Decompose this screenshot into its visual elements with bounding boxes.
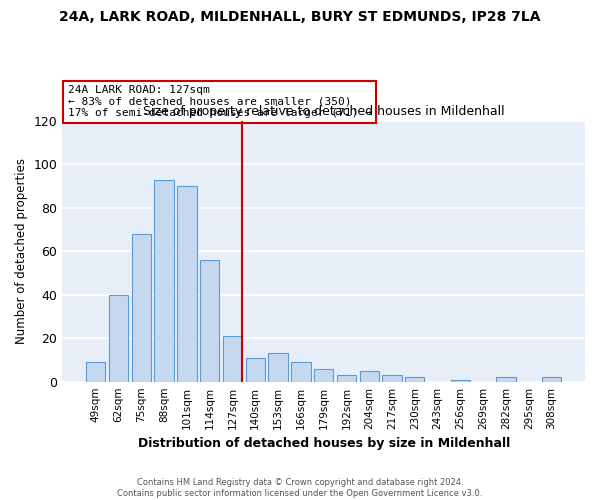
Bar bbox=[177, 186, 197, 382]
Bar bbox=[314, 368, 334, 382]
Bar bbox=[451, 380, 470, 382]
Bar bbox=[223, 336, 242, 382]
Bar bbox=[109, 295, 128, 382]
Bar bbox=[382, 375, 402, 382]
Title: Size of property relative to detached houses in Mildenhall: Size of property relative to detached ho… bbox=[143, 106, 505, 118]
Bar bbox=[86, 362, 106, 382]
Text: Contains HM Land Registry data © Crown copyright and database right 2024.
Contai: Contains HM Land Registry data © Crown c… bbox=[118, 478, 482, 498]
Bar bbox=[496, 378, 515, 382]
Bar bbox=[291, 362, 311, 382]
Bar bbox=[200, 260, 220, 382]
Bar bbox=[359, 371, 379, 382]
Bar bbox=[337, 375, 356, 382]
Text: 24A LARK ROAD: 127sqm
← 83% of detached houses are smaller (350)
17% of semi-det: 24A LARK ROAD: 127sqm ← 83% of detached … bbox=[68, 85, 371, 118]
Bar bbox=[268, 354, 288, 382]
Bar bbox=[245, 358, 265, 382]
Bar bbox=[154, 180, 174, 382]
Text: 24A, LARK ROAD, MILDENHALL, BURY ST EDMUNDS, IP28 7LA: 24A, LARK ROAD, MILDENHALL, BURY ST EDMU… bbox=[59, 10, 541, 24]
Y-axis label: Number of detached properties: Number of detached properties bbox=[15, 158, 28, 344]
Bar bbox=[131, 234, 151, 382]
Bar bbox=[405, 378, 424, 382]
X-axis label: Distribution of detached houses by size in Mildenhall: Distribution of detached houses by size … bbox=[137, 437, 510, 450]
Bar bbox=[542, 378, 561, 382]
